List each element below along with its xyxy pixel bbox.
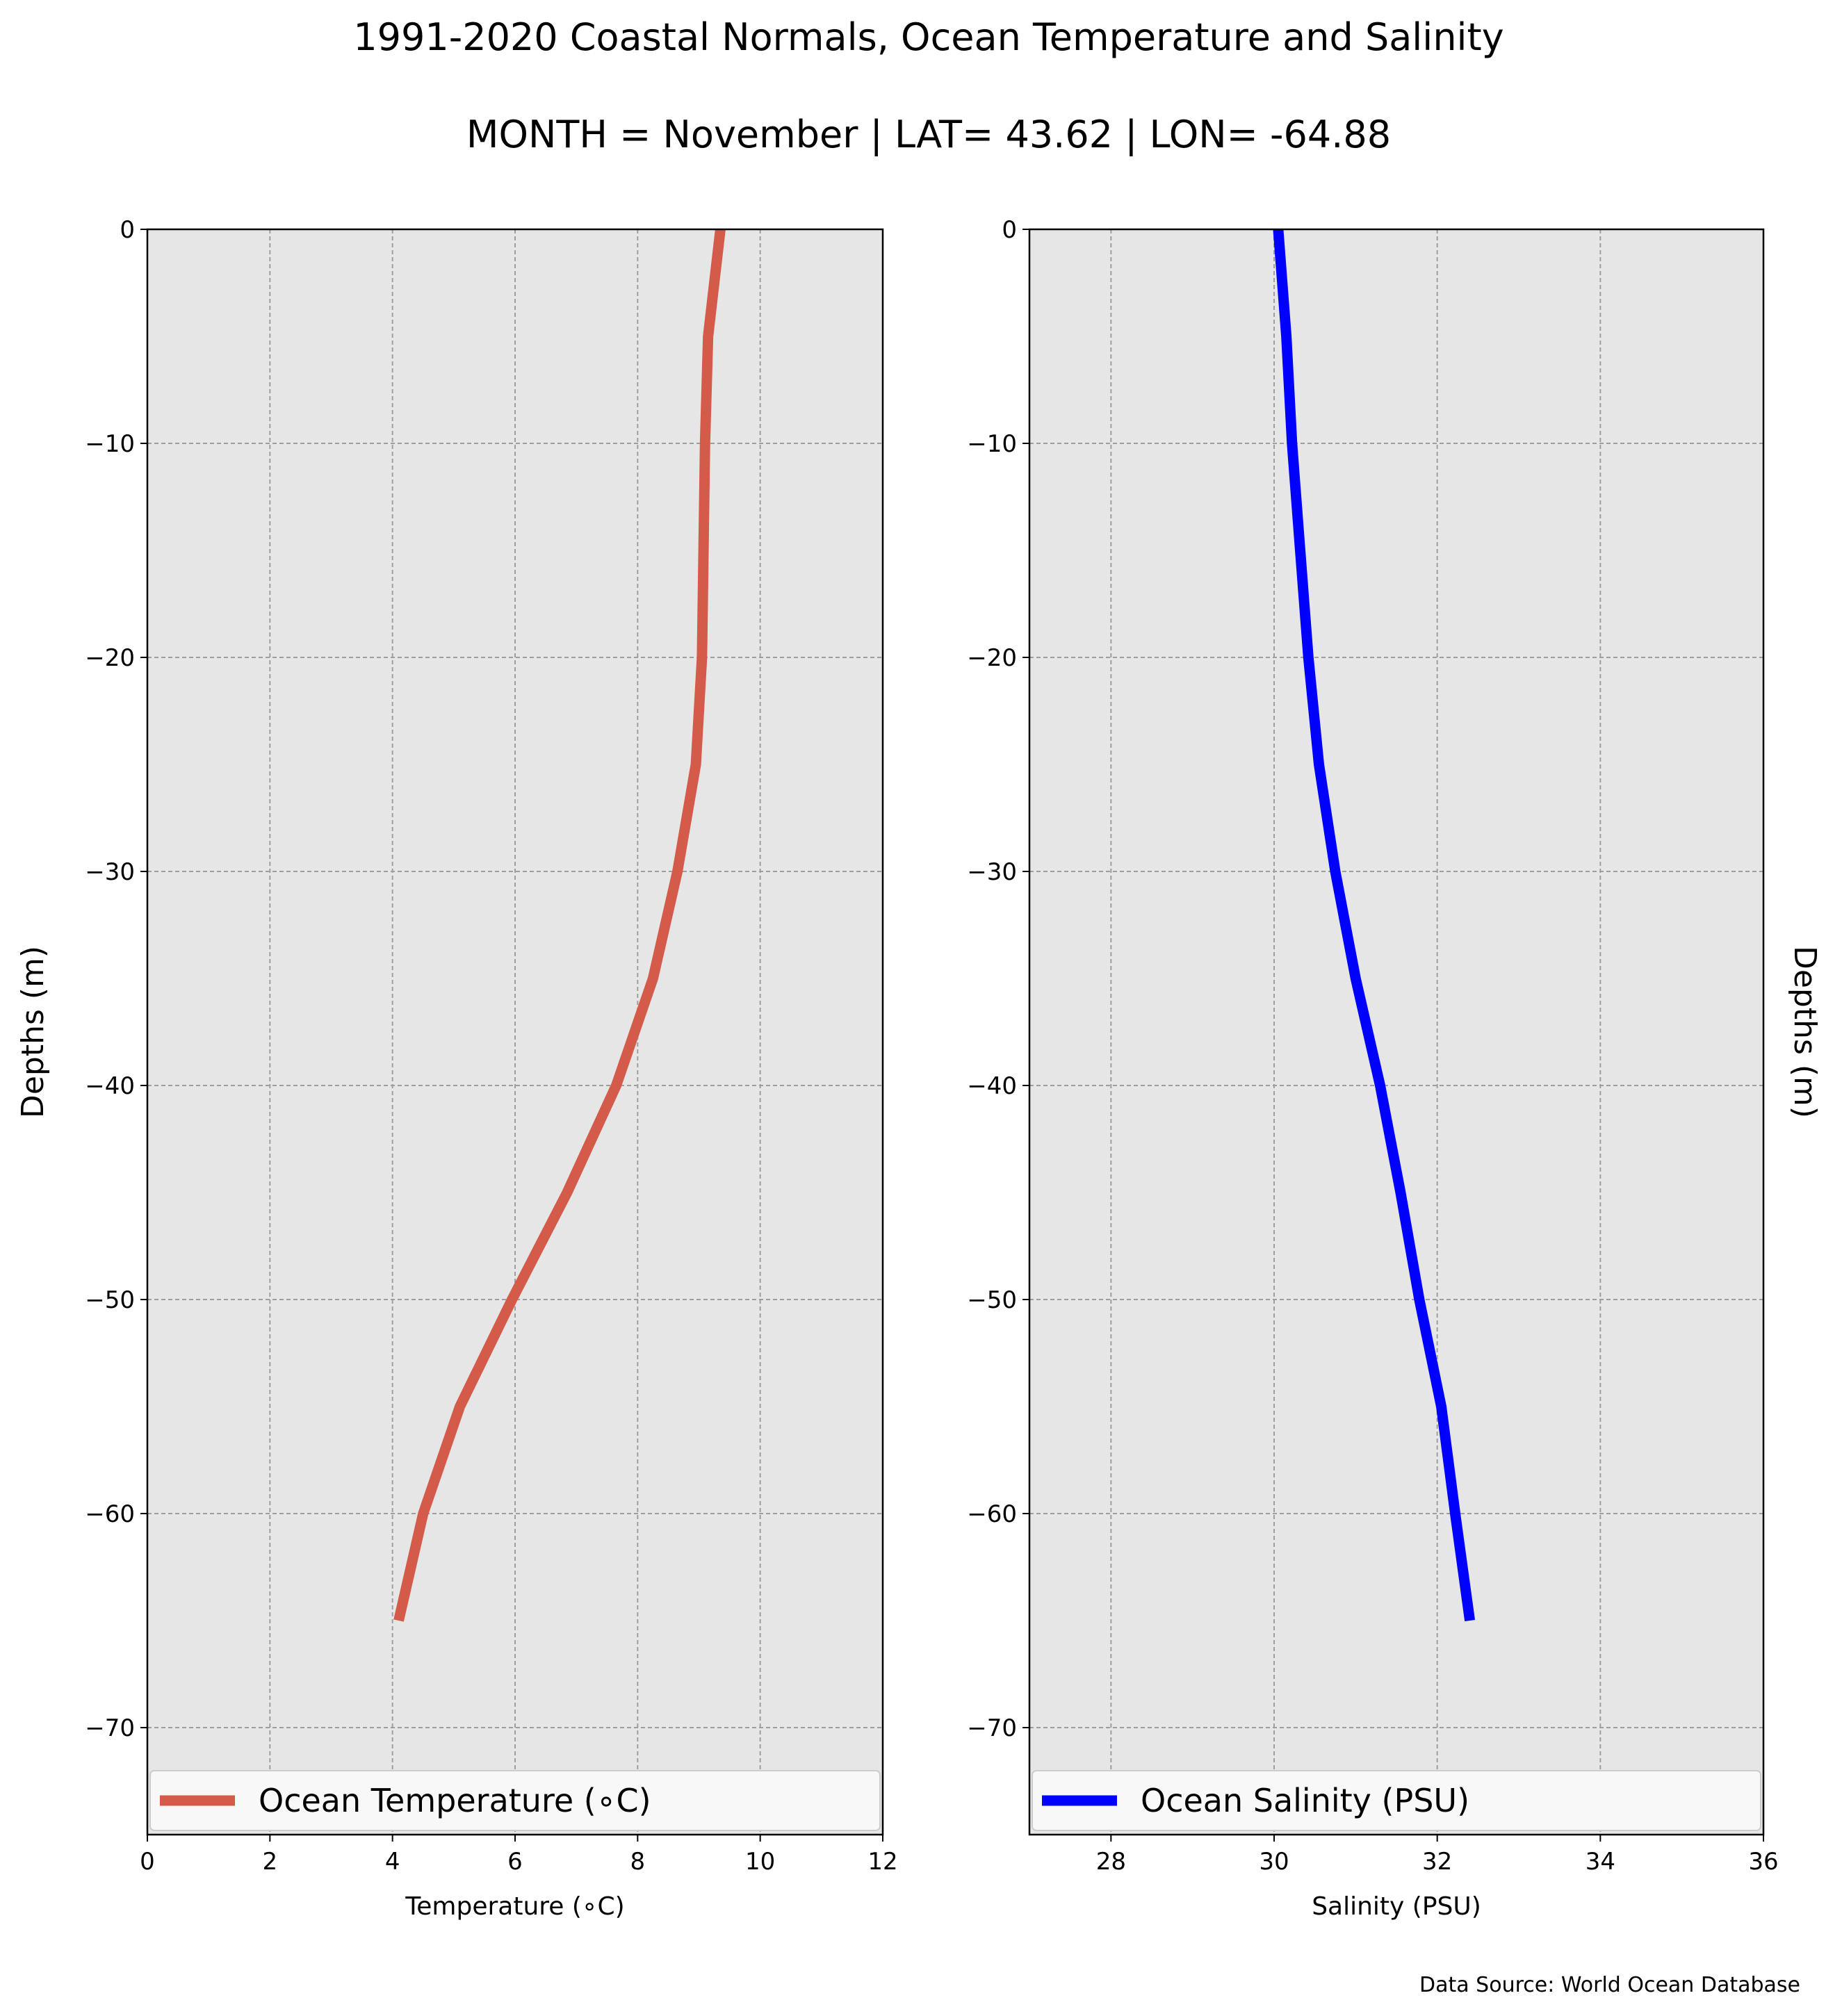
temp-x-tick-label: 2	[263, 1848, 278, 1876]
sal-x-tick-label: 34	[1586, 1848, 1615, 1876]
temp-legend-box	[149, 1770, 881, 1831]
sal-x-tick-label: 36	[1748, 1848, 1778, 1876]
sal-legend-box	[1032, 1770, 1761, 1831]
sal-y-tick-label: −20	[967, 644, 1017, 672]
sal-y-tick-label: −70	[967, 1714, 1017, 1742]
sal-x-tick-label: 28	[1096, 1848, 1126, 1876]
temp-y-tick-label: −20	[85, 644, 135, 672]
temp-series-line	[393, 229, 726, 1622]
sal-y-tick-label: −10	[967, 430, 1017, 458]
salinity-panel: Ocean Salinity (PSU) 28 30 32 34 36 0 −10 −20 −30…	[967, 216, 1823, 1921]
temp-x-tick-label: 4	[385, 1848, 400, 1876]
temp-x-tick-label: 0	[140, 1848, 155, 1876]
temp-y-tick-label: −10	[85, 430, 135, 458]
sal-y-tick-label: −30	[967, 858, 1017, 886]
sal-y-axis-label: Depths (m)	[1787, 946, 1823, 1118]
sal-legend-label: Ocean Salinity (PSU)	[1141, 1782, 1469, 1819]
figure-subtitle: MONTH = November | LAT= 43.62 | LON= -64…	[466, 113, 1391, 156]
temp-legend-label: Ocean Temperature (∘C)	[259, 1782, 651, 1819]
sal-plot-frame	[1028, 228, 1765, 1836]
temp-legend: Ocean Temperature (∘C)	[149, 1770, 881, 1831]
sal-y-tick-label: 0	[1002, 216, 1017, 244]
temp-x-axis-label: Temperature (∘C)	[405, 1892, 624, 1921]
temp-y-tick-label: −70	[85, 1714, 135, 1742]
temp-y-axis-label: Depths (m)	[15, 946, 51, 1118]
temp-y-tick-label: −30	[85, 858, 135, 886]
sal-y-tick-label: −60	[967, 1500, 1017, 1528]
figure-title: 1991-2020 Coastal Normals, Ocean Tempera…	[353, 15, 1503, 59]
sal-x-axis-label: Salinity (PSU)	[1312, 1892, 1481, 1921]
sal-y-tick-label: −50	[967, 1286, 1017, 1314]
temp-y-tick-label: −50	[85, 1286, 135, 1314]
source-note: Data Source: World Ocean Database	[1419, 1973, 1800, 1997]
sal-x-tick-label: 32	[1422, 1848, 1452, 1876]
temp-x-tick-label: 8	[630, 1848, 646, 1876]
temp-x-tick-label: 12	[867, 1848, 897, 1876]
sal-plot-area	[1029, 229, 1763, 1835]
temp-y-tick-label: −60	[85, 1500, 135, 1528]
sal-series-line	[1273, 229, 1476, 1622]
temp-x-tick-label: 10	[745, 1848, 775, 1876]
sal-legend: Ocean Salinity (PSU)	[1032, 1770, 1761, 1831]
temperature-panel: Ocean Temperature (∘C) 0 2 4 6 8 10 12 0 −10 −20 −3…	[15, 216, 898, 1921]
temp-x-tick-label: 6	[507, 1848, 523, 1876]
sal-y-tick-label: −40	[967, 1072, 1017, 1100]
temp-y-tick-label: −40	[85, 1072, 135, 1100]
sal-x-tick-label: 30	[1259, 1848, 1289, 1876]
temp-y-tick-label: 0	[120, 216, 135, 244]
